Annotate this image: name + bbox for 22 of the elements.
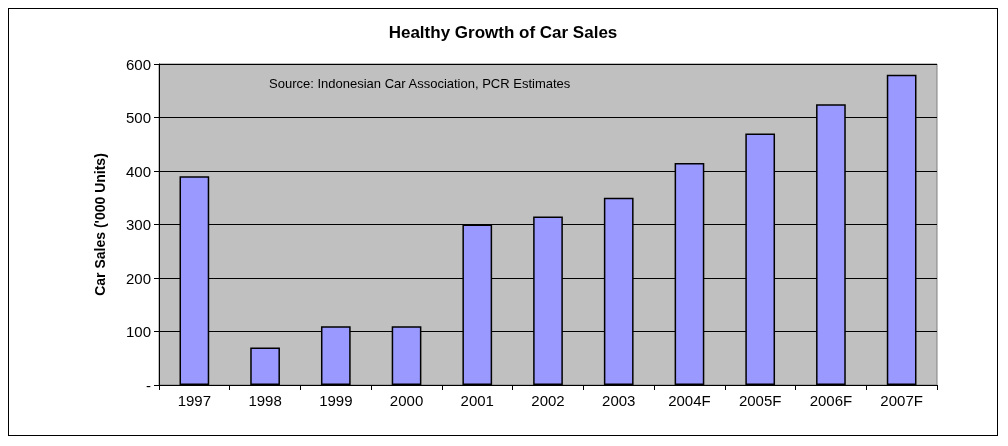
y-axis-title: Car Sales ('000 Units) [92,153,108,296]
x-tick-label: 1998 [248,392,282,409]
x-tick-label: 2007F [880,392,923,409]
y-tick-label: 400 [125,162,151,180]
x-tick-label: 2005F [738,392,782,409]
y-tick-label: 100 [125,323,151,340]
x-tick-label: 2000 [389,392,424,409]
x-tick-label: 2004F [668,392,711,409]
x-tick-label: 2003 [602,392,636,409]
x-tick-label: 2002 [531,392,565,409]
chart-title: Healthy Growth of Car Sales [388,23,618,42]
y-tick-label: 600 [125,55,151,73]
x-tick-label: 1997 [177,392,212,409]
y-tick-label: 300 [125,216,151,233]
annotation: Source: Indonesian Car Association, PCR Estimates [269,76,571,91]
x-tick-label: 2001 [460,392,494,409]
bar [250,347,280,385]
y-tick-label: 500 [125,109,151,126]
x-tick-label: 1999 [319,392,353,409]
y-tick-label: - [146,376,151,394]
x-tick-label: 2006F [809,392,853,409]
y-tick-label: 200 [125,269,151,287]
